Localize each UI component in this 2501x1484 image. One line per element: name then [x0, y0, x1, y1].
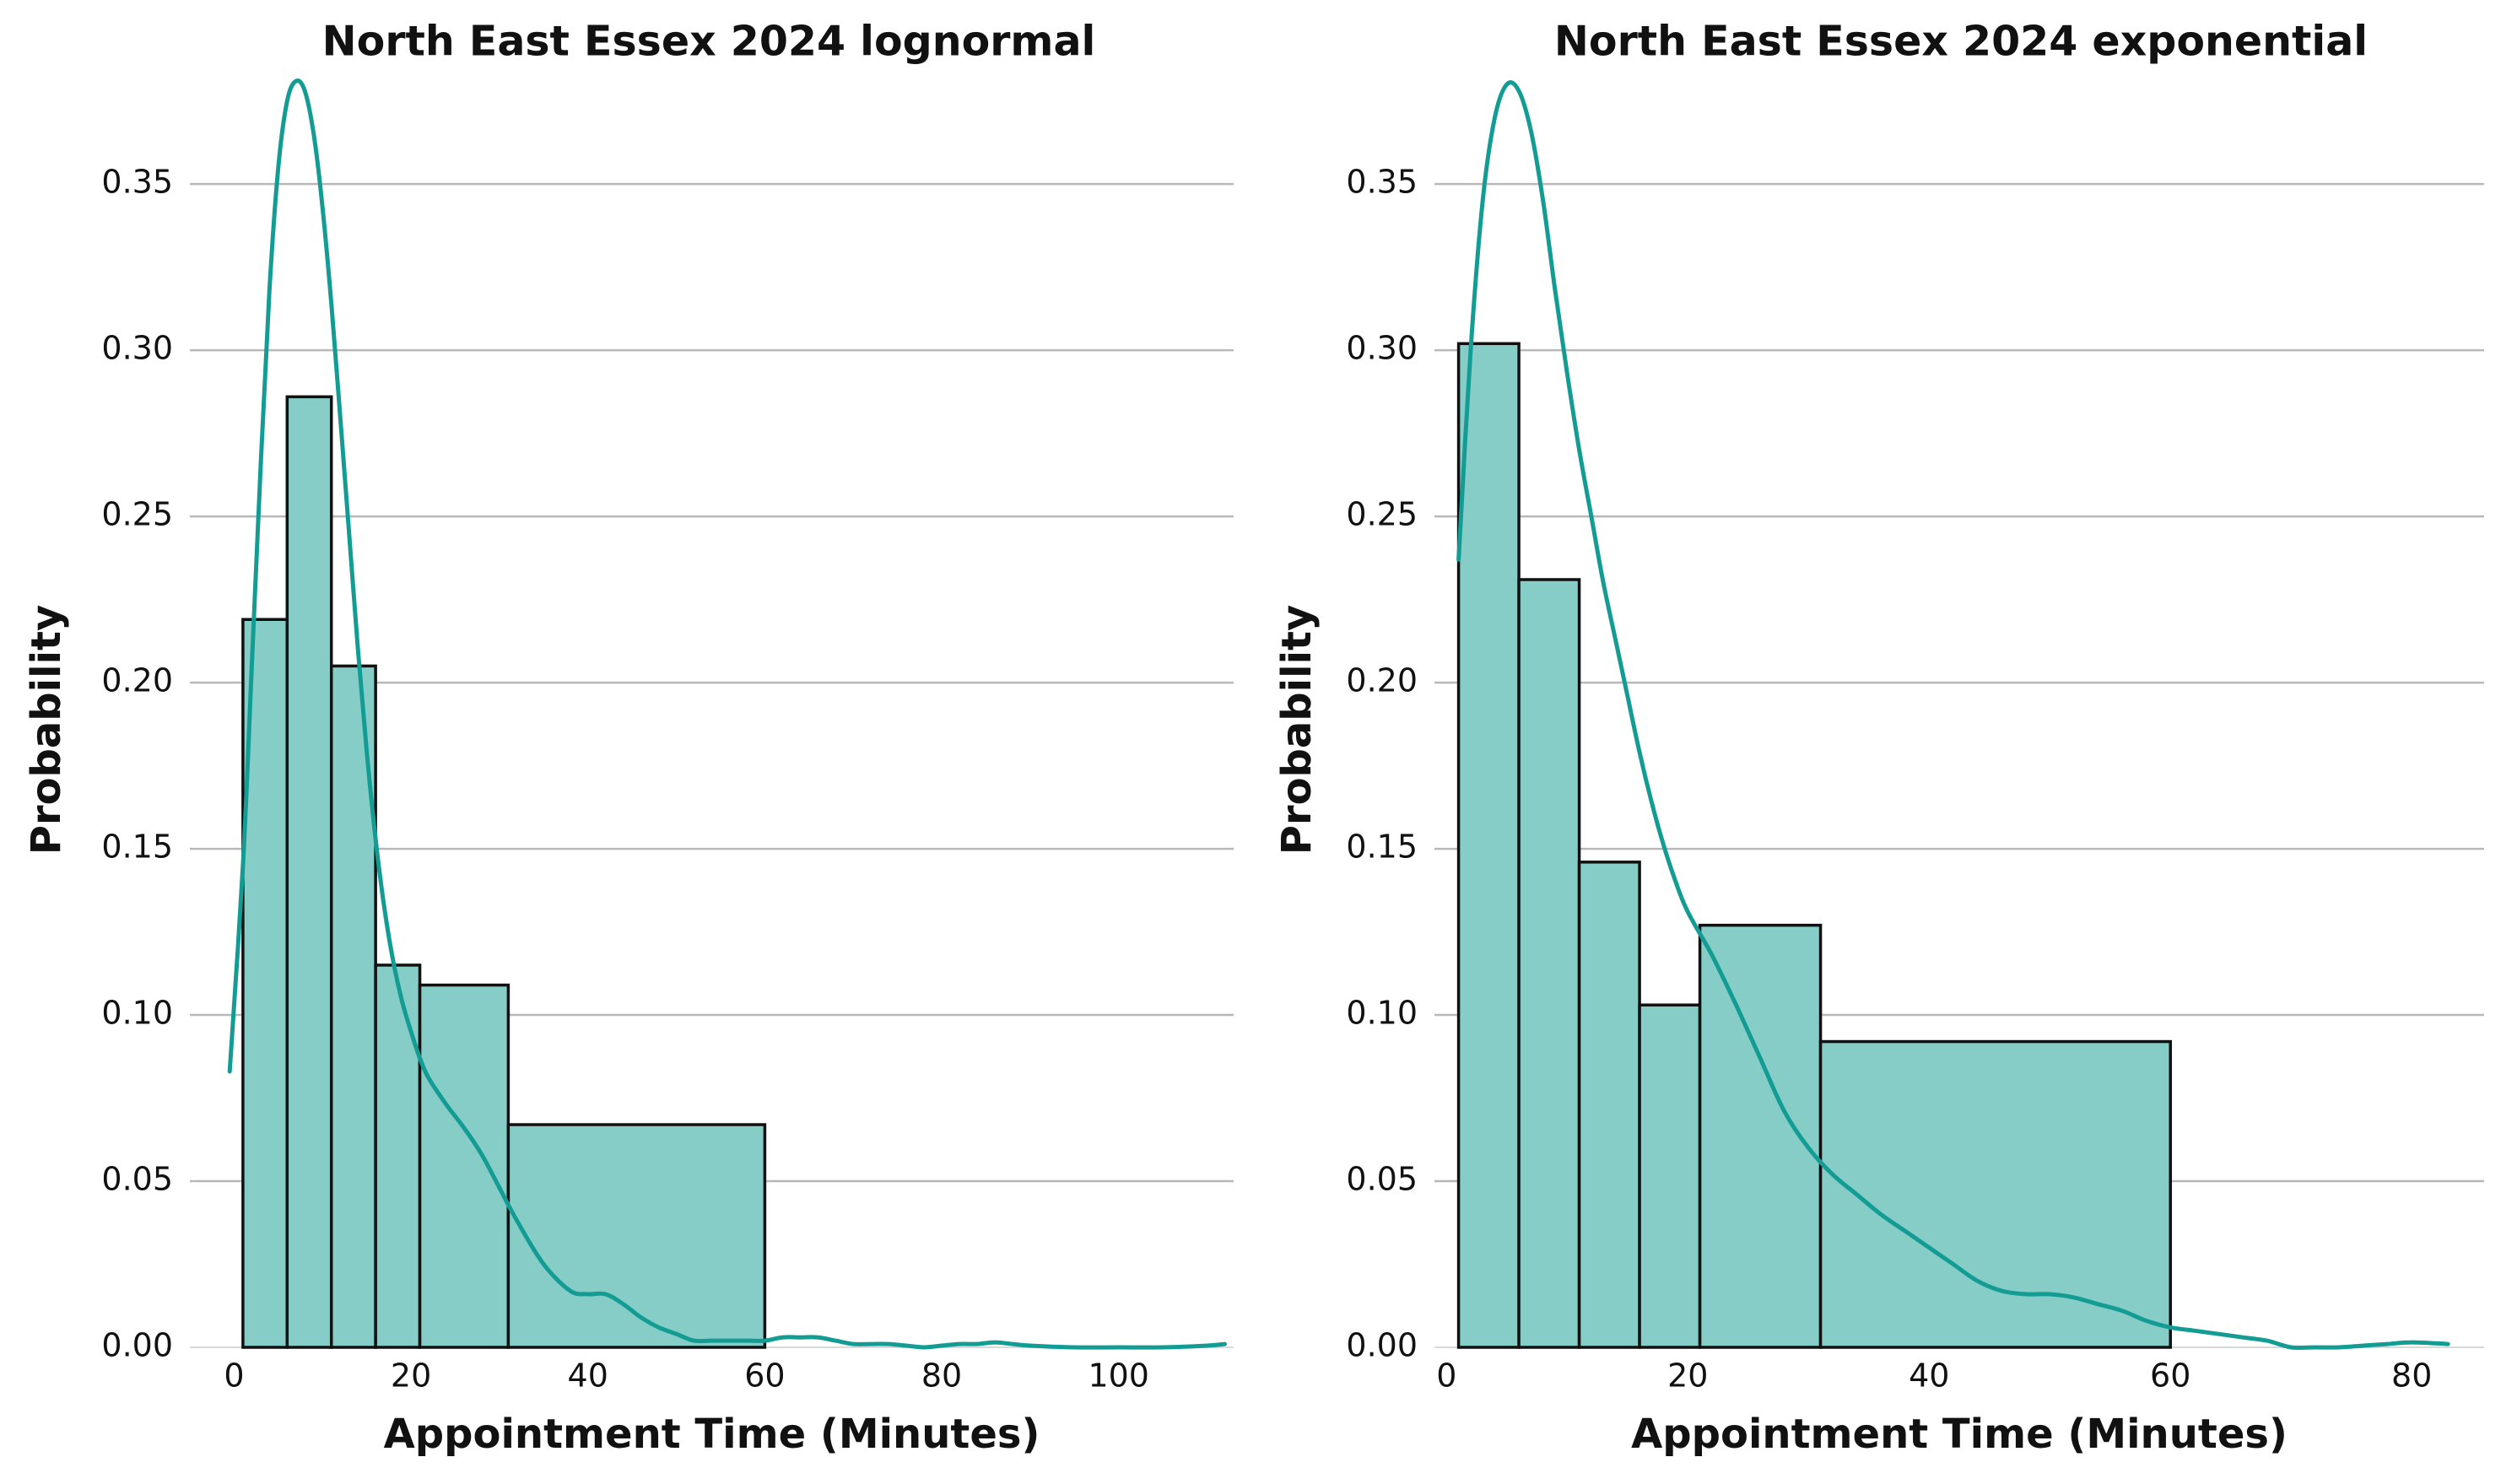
y-tick-label: 0.35 [101, 164, 173, 201]
y-tick-label: 0.25 [1346, 496, 1418, 533]
histogram-bar-0 [241, 618, 289, 1349]
histogram-exponential: North East Essex 2024 exponential 0.00 0.0… [1273, 18, 2484, 1458]
histogram-bar-5 [1818, 1039, 2172, 1349]
x-tick-label: 20 [391, 1357, 431, 1395]
chart-panel-exponential: North East Essex 2024 exponential 0.00 0.0… [1250, 0, 2501, 1484]
y-tick-label: 0.20 [101, 662, 173, 699]
chart-title: North East Essex 2024 exponential [1554, 18, 2368, 66]
x-tick-label: 60 [2150, 1357, 2190, 1395]
chart-title: North East Essex 2024 lognormal [322, 18, 1096, 66]
y-tick-label: 0.20 [1346, 662, 1418, 699]
histogram-bar-0 [1456, 342, 1521, 1349]
x-tick-label: 80 [2391, 1357, 2432, 1395]
y-axis-label: Probability [1273, 605, 1321, 855]
histogram-bar-3 [374, 963, 422, 1349]
y-tick-label: 0.35 [1346, 164, 1418, 201]
x-axis-label: Appointment Time (Minutes) [384, 1411, 1040, 1458]
y-tick-label: 0.15 [1346, 828, 1418, 866]
y-tick-label: 0.15 [101, 828, 173, 866]
histogram-bar-2 [1577, 861, 1641, 1349]
x-tick-label: 20 [1667, 1357, 1708, 1395]
x-tick-label: 40 [568, 1357, 608, 1395]
y-tick-label: 0.25 [101, 496, 173, 533]
histogram-bar-1 [1517, 578, 1581, 1349]
y-tick-label: 0.30 [1346, 330, 1418, 367]
kde-curve [227, 78, 1227, 1350]
kde-curve [1456, 80, 2450, 1351]
histogram-bar-1 [285, 395, 333, 1349]
x-tick-label: 0 [1436, 1357, 1456, 1395]
y-tick-label: 0.10 [1346, 995, 1418, 1032]
histogram-bar-3 [1638, 1003, 1702, 1349]
chart-panel-lognormal: North East Essex 2024 lognormal 0.00 0.05 0… [0, 0, 1250, 1484]
histogram-lognormal: North East Essex 2024 lognormal 0.00 0.05 0… [23, 18, 1234, 1458]
x-tick-label: 80 [921, 1357, 962, 1395]
y-tick-label: 0.00 [1346, 1327, 1418, 1364]
x-axis-label: Appointment Time (Minutes) [1631, 1411, 2288, 1458]
x-tick-label: 40 [1909, 1357, 1949, 1395]
histogram-bar-4 [418, 983, 510, 1349]
y-axis-label: Probability [23, 605, 70, 855]
x-tick-label: 0 [224, 1357, 244, 1395]
x-tick-label: 100 [1088, 1357, 1149, 1395]
y-tick-label: 0.10 [101, 995, 173, 1032]
y-tick-label: 0.05 [101, 1161, 173, 1198]
y-tick-label: 0.05 [1346, 1161, 1418, 1198]
y-tick-label: 0.30 [101, 330, 173, 367]
histogram-bar-5 [506, 1123, 767, 1349]
x-tick-label: 60 [744, 1357, 785, 1395]
y-tick-label: 0.00 [101, 1327, 173, 1364]
